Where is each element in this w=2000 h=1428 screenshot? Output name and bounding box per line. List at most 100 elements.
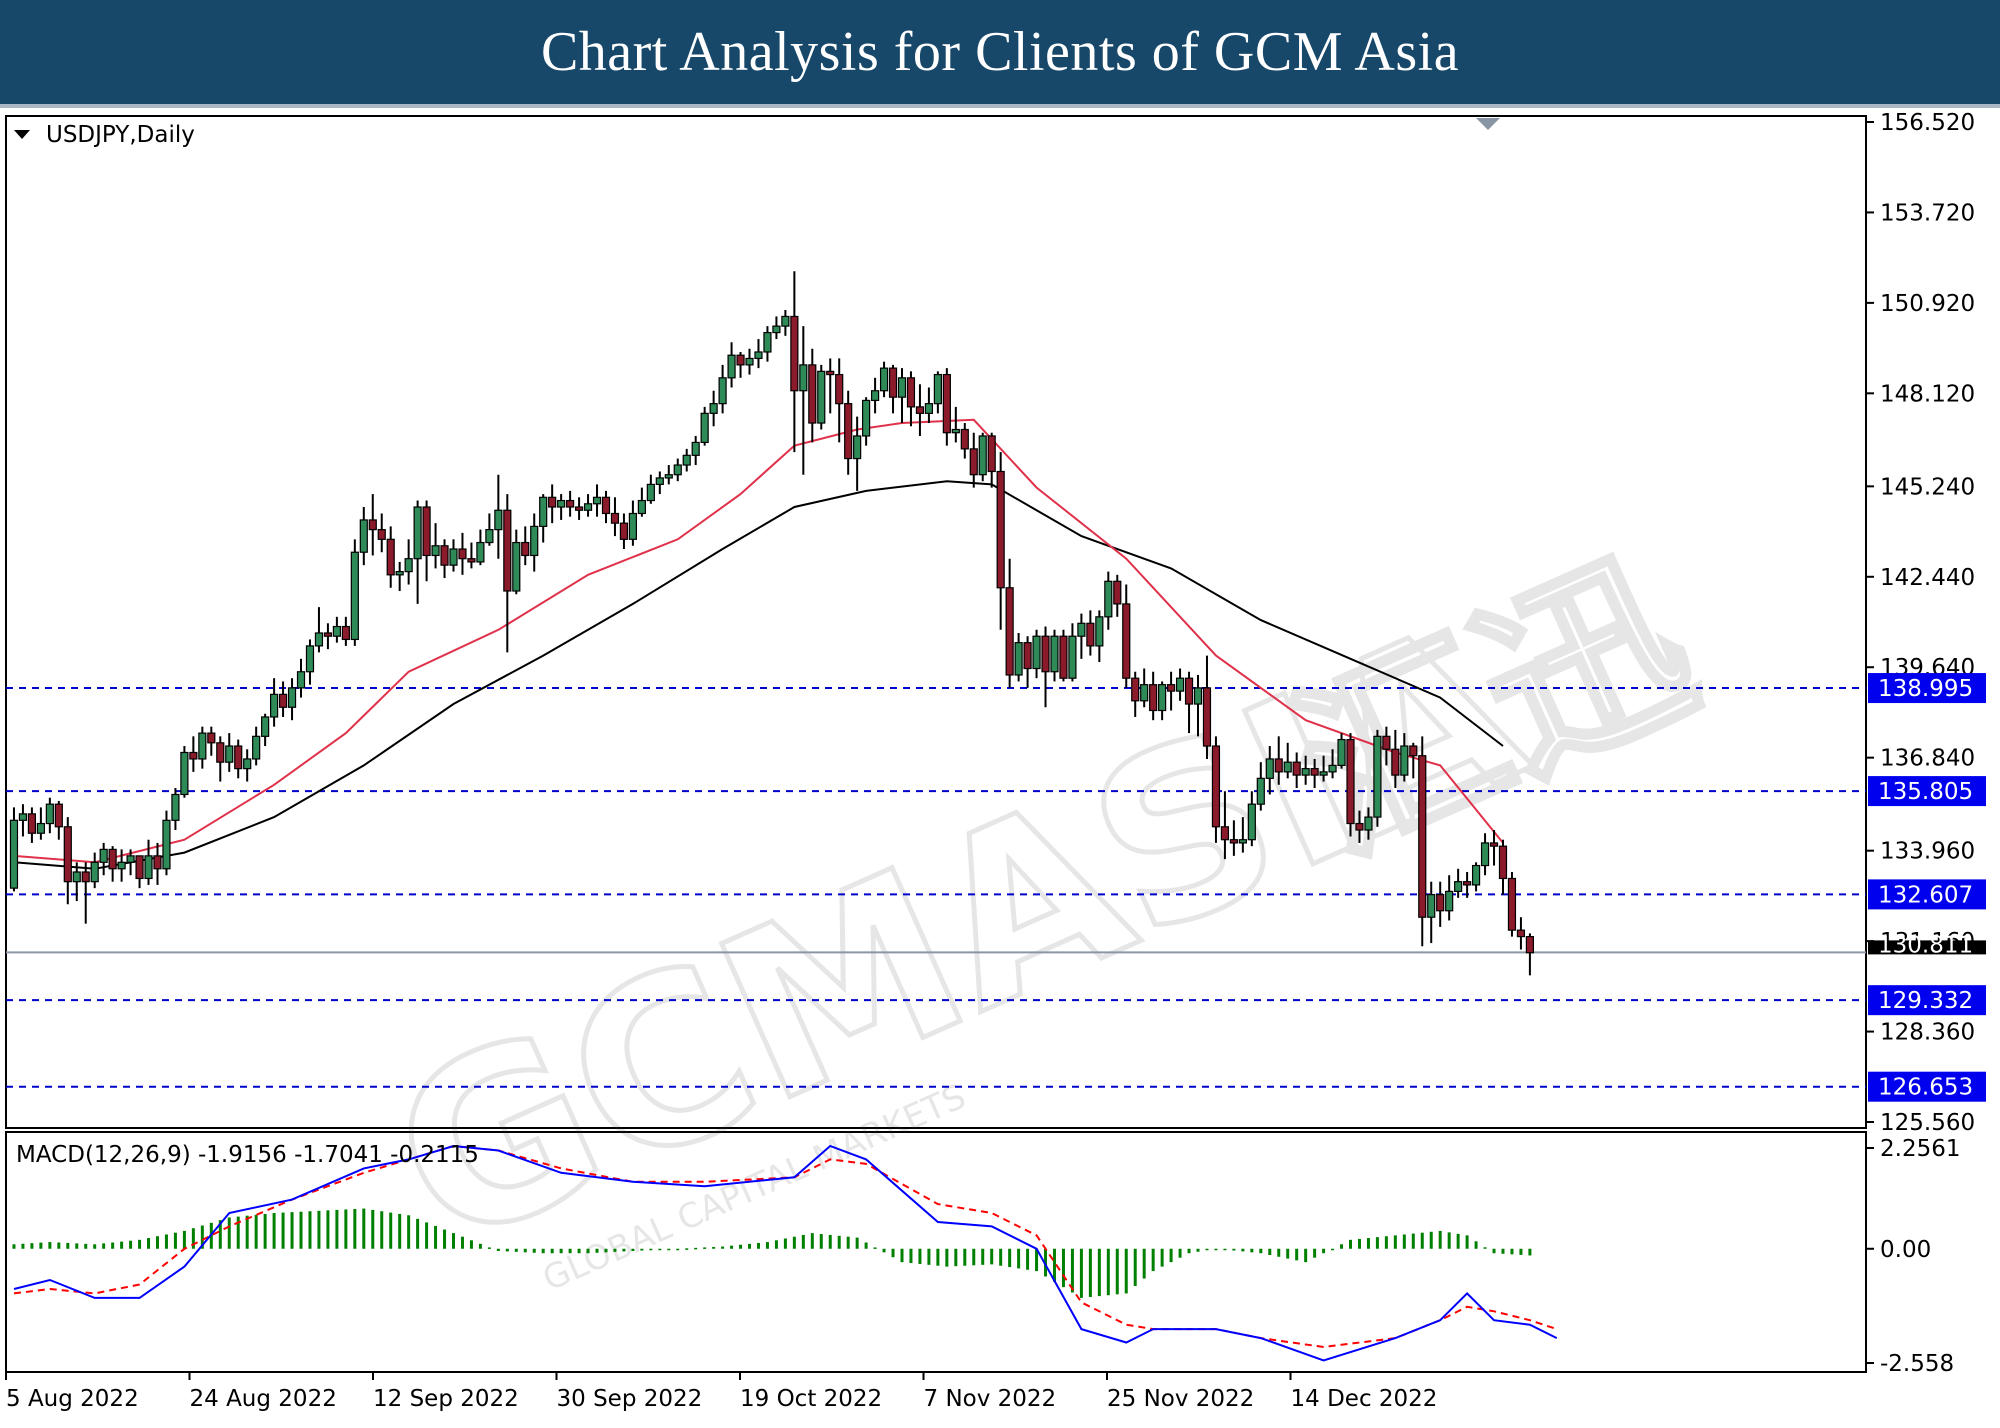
candle-body (261, 716, 270, 737)
macd-histogram-bar (191, 1228, 195, 1249)
candle-body (180, 751, 189, 796)
macd-histogram-bar (873, 1247, 877, 1249)
macd-histogram-bar (344, 1209, 348, 1249)
macd-histogram-bar (1133, 1248, 1137, 1286)
macd-histogram-bar (1196, 1248, 1200, 1252)
candle-body (951, 428, 960, 434)
level-label: 129.332 (1878, 988, 1973, 1014)
candle-body (1166, 684, 1176, 692)
candle-body (512, 541, 521, 592)
macd-histogram-bar (972, 1248, 976, 1266)
candle-body (234, 745, 243, 770)
macd-histogram-bar (1160, 1248, 1164, 1267)
level-label-box (1868, 673, 1986, 704)
macd-histogram-bar (263, 1213, 267, 1249)
candle-body (54, 803, 63, 828)
macd-histogram-bar (819, 1234, 823, 1249)
price-axis-label: 133.960 (1880, 839, 1975, 865)
candle-body (1445, 890, 1454, 912)
macd-histogram-bar (1205, 1248, 1209, 1251)
moving-average-slow-line (13, 480, 1504, 870)
candle-body (153, 855, 162, 870)
macd-histogram-bar (1151, 1248, 1155, 1272)
macd-histogram-bar (990, 1248, 994, 1265)
candle-body (673, 464, 682, 476)
candle-body (610, 512, 620, 524)
macd-panel (5, 1131, 1867, 1373)
macd-histogram-bar (909, 1248, 913, 1264)
level-label: 135.805 (1878, 779, 1973, 805)
time-axis-label: 7 Nov 2022 (924, 1386, 1057, 1412)
macd-histogram-bar (111, 1242, 115, 1249)
candle-body (619, 522, 629, 540)
macd-histogram-bar (1097, 1248, 1101, 1297)
macd-histogram-bar (1052, 1248, 1056, 1282)
candle-body (1346, 738, 1355, 825)
candle-body (36, 822, 45, 834)
candle-body (942, 373, 951, 434)
level-label-box (1868, 879, 1986, 910)
macd-histogram-bar (855, 1237, 859, 1249)
macd-histogram-bar (999, 1248, 1003, 1266)
macd-histogram-bar (84, 1243, 88, 1249)
macd-histogram-bar (1465, 1235, 1469, 1249)
candle-body (1498, 845, 1508, 880)
symbol-label: USDJPY,Daily (46, 122, 195, 148)
macd-histogram-bar (1008, 1248, 1012, 1268)
macd-histogram-bar (1501, 1248, 1505, 1254)
macd-histogram-bar (1357, 1238, 1361, 1249)
candle-body (243, 758, 252, 770)
candle-body (924, 403, 934, 414)
candle-body (440, 545, 449, 566)
candle-body (1005, 587, 1014, 676)
macd-histogram-bar (900, 1248, 904, 1263)
candle-body (1014, 642, 1023, 676)
candle-body (1077, 622, 1086, 637)
candle-body (287, 687, 297, 708)
macd-histogram-bar (272, 1213, 276, 1249)
macd-histogram-bar (1393, 1235, 1397, 1249)
macd-signal-line (13, 1144, 1558, 1349)
macd-histogram-bar (1169, 1248, 1173, 1263)
candle-body (449, 548, 458, 566)
macd-histogram-bar (739, 1244, 743, 1249)
level-label: 138.995 (1878, 676, 1973, 702)
candle-body (1310, 768, 1319, 776)
candle-body (1409, 745, 1418, 757)
macd-histogram-bar (721, 1246, 725, 1249)
macd-histogram-bar (1017, 1248, 1021, 1269)
candle-body (305, 645, 315, 673)
macd-histogram-bar (227, 1217, 231, 1249)
macd-histogram-bar (182, 1230, 186, 1249)
macd-histogram-bar (559, 1248, 563, 1254)
symbol-dropdown-icon[interactable] (14, 130, 30, 139)
macd-histogram-bar (1411, 1233, 1415, 1249)
macd-histogram-bar (828, 1234, 832, 1249)
candle-body (45, 803, 54, 825)
candle-body (601, 496, 611, 515)
candle-body (503, 509, 512, 592)
macd-histogram-bar (1349, 1239, 1352, 1249)
price-axis-label: 136.840 (1880, 746, 1975, 772)
macd-histogram-bar (783, 1238, 787, 1249)
macd-histogram-bar (1044, 1248, 1048, 1277)
chart-shift-icon[interactable] (1476, 118, 1500, 130)
macd-histogram-bar (12, 1244, 16, 1249)
macd-histogram-bar (317, 1210, 321, 1249)
candle-body (1391, 748, 1400, 776)
macd-histogram-bar (1106, 1248, 1110, 1296)
candle-body (1319, 771, 1328, 776)
candle-body (1068, 635, 1077, 679)
macd-histogram-bar (792, 1236, 796, 1249)
candle-body (1355, 822, 1364, 831)
candle-body (1400, 745, 1409, 776)
candle-body (978, 435, 987, 476)
candle-body (853, 435, 862, 460)
candle-body (225, 745, 234, 763)
candle-body (826, 370, 835, 376)
candle-body (1373, 735, 1382, 818)
macd-main-line (13, 1144, 1558, 1362)
candle-body (1095, 616, 1104, 647)
macd-histogram-bar (93, 1244, 97, 1249)
macd-histogram-bar (416, 1218, 420, 1249)
